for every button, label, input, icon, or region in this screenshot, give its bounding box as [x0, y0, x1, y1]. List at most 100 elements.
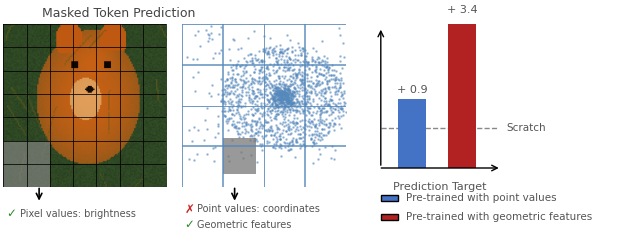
- Point: [312, 74, 323, 78]
- Point: [333, 122, 344, 126]
- Point: [324, 103, 334, 107]
- Point: [251, 127, 261, 131]
- Point: [283, 67, 293, 71]
- Point: [234, 59, 244, 62]
- Point: [252, 94, 262, 98]
- Point: [291, 83, 301, 86]
- Point: [305, 75, 316, 78]
- Point: [280, 90, 290, 94]
- Point: [279, 100, 289, 104]
- Point: [264, 128, 275, 132]
- Point: [276, 154, 286, 158]
- Point: [240, 104, 250, 108]
- Point: [330, 107, 340, 111]
- Point: [334, 116, 344, 120]
- Point: [294, 146, 305, 150]
- Point: [316, 117, 326, 121]
- Point: [276, 94, 286, 97]
- Point: [276, 84, 286, 88]
- Point: [275, 43, 285, 47]
- Point: [287, 97, 298, 101]
- Point: [233, 132, 243, 136]
- Point: [259, 78, 269, 82]
- Point: [287, 92, 298, 96]
- Point: [271, 92, 281, 96]
- Point: [219, 92, 229, 96]
- Point: [323, 68, 333, 72]
- Point: [274, 93, 284, 97]
- Point: [282, 108, 292, 112]
- Point: [284, 98, 294, 102]
- Point: [330, 76, 340, 80]
- Point: [266, 102, 276, 106]
- Point: [286, 96, 296, 100]
- Point: [241, 76, 252, 80]
- Point: [296, 53, 307, 57]
- Point: [275, 98, 285, 102]
- Point: [270, 92, 280, 96]
- Point: [311, 78, 321, 82]
- Point: [223, 154, 234, 158]
- Point: [291, 89, 301, 93]
- Point: [268, 137, 278, 141]
- Point: [280, 94, 290, 98]
- Point: [333, 97, 344, 101]
- Point: [240, 86, 250, 90]
- Point: [322, 65, 332, 69]
- Point: [253, 79, 264, 83]
- Point: [278, 91, 289, 95]
- Point: [285, 131, 296, 135]
- Point: [324, 85, 335, 89]
- Point: [310, 90, 321, 93]
- Point: [317, 106, 327, 109]
- Point: [285, 93, 295, 97]
- Point: [267, 94, 277, 98]
- Point: [278, 97, 288, 101]
- Point: [275, 93, 285, 96]
- Point: [266, 92, 276, 96]
- Point: [288, 94, 298, 98]
- Point: [264, 52, 274, 56]
- Point: [250, 59, 260, 62]
- Point: [319, 106, 329, 110]
- Point: [264, 140, 274, 144]
- Point: [265, 73, 275, 77]
- Point: [282, 110, 292, 114]
- Point: [281, 92, 291, 96]
- Point: [330, 122, 340, 126]
- Point: [282, 122, 292, 126]
- Point: [304, 83, 314, 87]
- Point: [271, 56, 281, 60]
- Point: [319, 99, 329, 103]
- Point: [276, 122, 287, 126]
- Point: [249, 29, 259, 33]
- Point: [287, 120, 297, 124]
- Point: [282, 89, 292, 92]
- Point: [257, 95, 267, 98]
- Point: [297, 85, 307, 89]
- Point: [252, 79, 262, 83]
- Point: [337, 108, 348, 111]
- Point: [232, 111, 242, 115]
- Point: [316, 109, 326, 113]
- Point: [262, 93, 272, 97]
- Point: [264, 100, 274, 104]
- Point: [286, 61, 296, 65]
- Point: [300, 93, 310, 96]
- Point: [263, 127, 273, 131]
- Point: [316, 108, 326, 112]
- Point: [248, 70, 259, 73]
- Point: [188, 75, 198, 79]
- Point: [189, 89, 200, 93]
- Point: [314, 60, 324, 64]
- Point: [277, 50, 287, 54]
- Point: [279, 89, 289, 93]
- Point: [233, 102, 243, 105]
- Point: [237, 82, 248, 86]
- Point: [281, 129, 291, 132]
- Point: [307, 140, 317, 144]
- Point: [338, 81, 348, 85]
- Point: [325, 97, 335, 101]
- Point: [247, 119, 257, 123]
- Point: [316, 67, 326, 71]
